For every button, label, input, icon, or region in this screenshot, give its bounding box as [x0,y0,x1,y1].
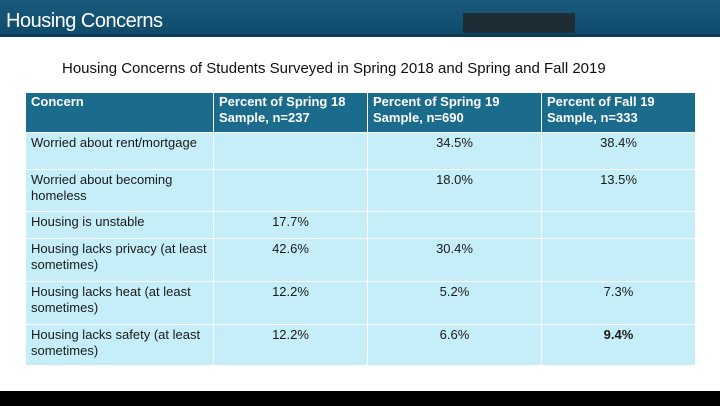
spring-19-value [367,211,542,239]
spring-18-value: 42.6% [213,238,368,282]
spring-19-value: 34.5% [367,132,542,170]
concern-label: Housing lacks privacy (at least sometime… [25,238,214,282]
table-row: Worried about becoming homeless 18.0% 13… [25,169,696,212]
concern-label: Housing is unstable [25,211,214,239]
header-spring-19: Percent of Spring 19 Sample, n=690 [367,92,542,133]
fall-19-value [541,211,696,239]
spring-19-value: 5.2% [367,281,542,325]
spring-19-value: 6.6% [367,324,542,366]
header-spring-18: Percent of Spring 18 Sample, n=237 [213,92,368,133]
header-fall-19: Percent of Fall 19 Sample, n=333 [541,92,696,133]
fall-19-value: 7.3% [541,281,696,325]
housing-concerns-table: Concern Percent of Spring 18 Sample, n=2… [25,92,696,366]
concern-label: Worried about becoming homeless [25,169,214,212]
fall-19-value [541,238,696,282]
table-row: Worried about rent/mortgage 34.5% 38.4% [25,132,696,170]
spring-19-value: 18.0% [367,169,542,212]
spring-18-value: 12.2% [213,281,368,325]
table-caption: Housing Concerns of Students Surveyed in… [62,60,606,77]
spring-18-value [213,169,368,212]
fall-19-value: 38.4% [541,132,696,170]
title-band [0,0,720,37]
slide-title: Housing Concerns [6,10,163,32]
fall-19-value: 9.4% [541,324,696,366]
concern-label: Housing lacks heat (at least sometimes) [25,281,214,325]
footer-bar [0,391,720,406]
header-concern: Concern [25,92,214,133]
concern-label: Worried about rent/mortgage [25,132,214,170]
spring-18-value [213,132,368,170]
fall-19-value: 13.5% [541,169,696,212]
concern-label: Housing lacks safety (at least sometimes… [25,324,214,366]
table-row: Housing lacks safety (at least sometimes… [25,324,696,366]
spring-19-value: 30.4% [367,238,542,282]
table-row: Housing lacks privacy (at least sometime… [25,238,696,282]
redaction-box [463,13,575,33]
table-row: Housing is unstable 17.7% [25,211,696,239]
table-row: Housing lacks heat (at least sometimes) … [25,281,696,325]
spring-18-value: 17.7% [213,211,368,239]
table-header-row: Concern Percent of Spring 18 Sample, n=2… [25,92,696,133]
spring-18-value: 12.2% [213,324,368,366]
